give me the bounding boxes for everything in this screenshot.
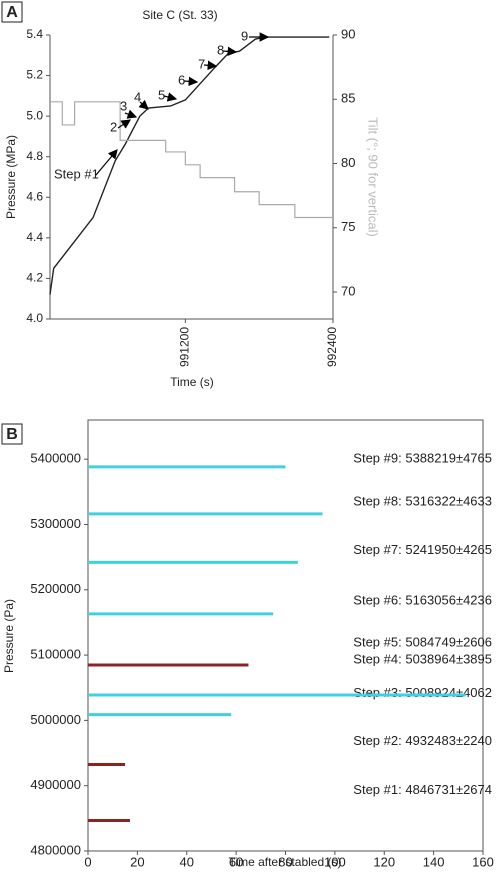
y-tick-label: 5100000 xyxy=(30,647,81,662)
x-axis-label: Time after stabled (s) xyxy=(229,855,342,869)
annotation: 9 xyxy=(241,28,248,43)
y-tick-label: 5400000 xyxy=(30,451,81,466)
data-label: Step #4: 5038964±3895 xyxy=(353,651,492,666)
annotation-arrow xyxy=(124,109,138,119)
annotation-arrow xyxy=(138,99,149,110)
annotation: 2 xyxy=(110,119,117,134)
y-tick-label: 4800000 xyxy=(30,842,81,857)
data-label: Step #3: 5008924±4062 xyxy=(353,685,492,700)
data-line xyxy=(49,36,330,295)
panel-label: A xyxy=(6,4,18,21)
y-tick-label: 5300000 xyxy=(30,516,81,531)
annotation: 7 xyxy=(198,56,205,71)
y2-tick-label: 85 xyxy=(341,91,355,106)
data-line xyxy=(50,101,333,219)
panel-box xyxy=(1,1,23,23)
panel-label: B xyxy=(6,426,18,443)
x-tick-label: 992400 xyxy=(325,327,339,367)
annotation: 6 xyxy=(178,72,185,87)
annotation-arrow xyxy=(222,46,238,57)
annotation-arrow xyxy=(183,76,199,87)
chart-title: Site C (St. 33) xyxy=(142,8,217,22)
data-label: Step #1: 4846731±2674 xyxy=(353,782,492,797)
data-label: Step #9: 5388219±4765 xyxy=(353,450,492,465)
y-tick-label: 5200000 xyxy=(30,581,81,596)
data-label: Step #2: 4932483±2240 xyxy=(353,733,492,748)
annotation: 4 xyxy=(134,89,141,104)
y2-tick-label: 90 xyxy=(341,26,355,41)
annotation: 5 xyxy=(158,87,165,102)
data-label: Step #8: 5316322±4633 xyxy=(353,493,492,508)
y2-tick-label: 75 xyxy=(341,219,355,234)
x-tick-label: 140 xyxy=(423,854,445,869)
x-axis-label: Time (s) xyxy=(170,375,214,389)
y-tick-label: 5000000 xyxy=(30,712,81,727)
y-tick-label: 5.0 xyxy=(26,108,43,122)
annotation: 3 xyxy=(120,98,127,113)
y-tick-label: 4.0 xyxy=(26,311,43,325)
annotation-arrow xyxy=(117,119,131,129)
panel-box xyxy=(1,423,23,445)
y-axis-label: Pressure (MPa) xyxy=(4,135,18,219)
x-tick-label: 0 xyxy=(84,854,91,869)
y-axis-label: Pressure (Pa) xyxy=(2,599,16,673)
annotation: Step #1 xyxy=(54,166,99,181)
y-tick-label: 4.6 xyxy=(26,189,43,203)
y-tick-label: 4900000 xyxy=(30,777,81,792)
x-tick-label: 40 xyxy=(180,854,194,869)
y-tick-label: 4.2 xyxy=(26,271,43,285)
x-tick-label: 100 xyxy=(324,854,346,869)
x-tick-label: 160 xyxy=(472,854,494,869)
annotation: 8 xyxy=(217,42,224,57)
annotation-arrow xyxy=(203,60,218,71)
y2-tick-label: 80 xyxy=(341,155,355,170)
y-tick-label: 4.4 xyxy=(26,230,43,244)
data-label: Step #6: 5163056±4236 xyxy=(353,592,492,607)
y-tick-label: 5.4 xyxy=(26,27,43,41)
y2-tick-label: 70 xyxy=(341,283,355,298)
y2-axis-label: Tilt (°; 90 for vertical) xyxy=(366,117,381,237)
x-tick-label: 80 xyxy=(278,854,292,869)
x-tick-label: 60 xyxy=(229,854,243,869)
y-tick-label: 5.2 xyxy=(26,68,43,82)
x-tick-label: 120 xyxy=(373,854,395,869)
data-label: Step #7: 5241950±4265 xyxy=(353,542,492,557)
annotation-arrow xyxy=(163,92,178,102)
x-tick-label: 20 xyxy=(130,854,144,869)
annotation-arrow xyxy=(95,149,118,176)
x-tick-label: 991200 xyxy=(178,327,192,367)
data-label: Step #5: 5084749±2606 xyxy=(353,634,492,649)
y-tick-label: 4.8 xyxy=(26,149,43,163)
